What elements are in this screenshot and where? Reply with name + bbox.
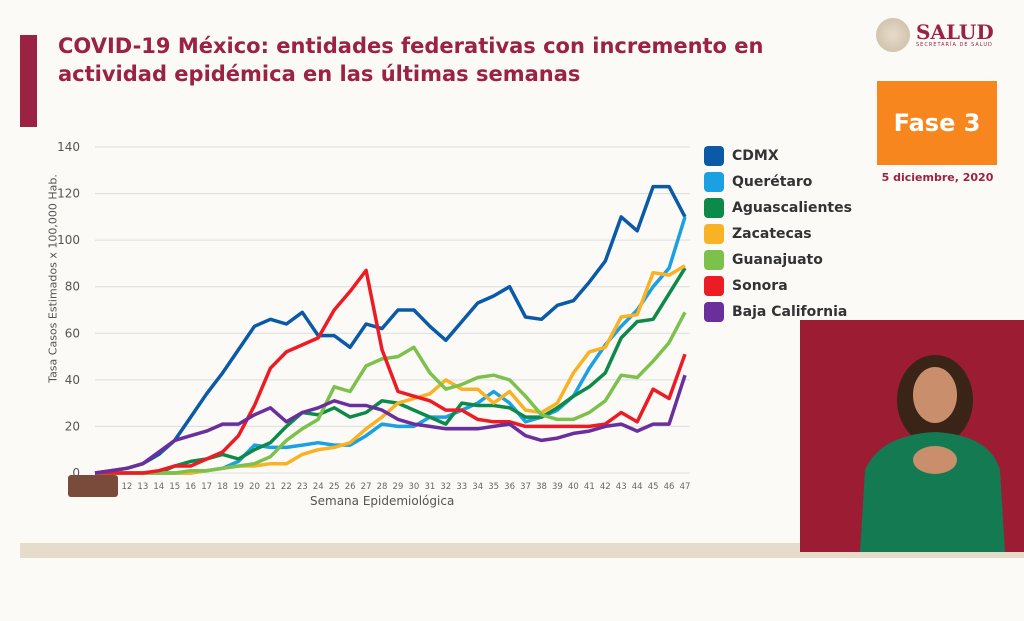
- legend-item: Querétaro: [704, 169, 852, 195]
- legend-swatch: [704, 224, 724, 244]
- y-tick-label: 60: [65, 326, 80, 340]
- x-tick-label: 39: [552, 482, 563, 492]
- legend-item: Zacatecas: [704, 221, 852, 247]
- x-tick-label: 13: [137, 482, 148, 492]
- x-tick-label: 24: [313, 482, 324, 492]
- x-tick-label: 22: [281, 482, 292, 492]
- y-axis-label: Tasa Casos Estimados x 100,000 Hab.: [46, 174, 60, 383]
- x-tick-label: 37: [520, 482, 531, 492]
- x-tick-label: 16: [185, 482, 196, 492]
- y-tick-label: 0: [72, 466, 80, 480]
- x-tick-label: 36: [504, 482, 515, 492]
- logo-text: SALUD: [916, 20, 994, 44]
- legend-label: Zacatecas: [732, 226, 812, 242]
- x-tick-label: 46: [664, 482, 675, 492]
- salud-logo: SALUD SECRETARÍA DE SALUD: [876, 18, 994, 52]
- legend-item: Baja California: [704, 299, 852, 325]
- y-tick-label: 120: [57, 187, 80, 201]
- sign-language-interpreter-video: [800, 320, 1024, 552]
- x-tick-label: 43: [616, 482, 627, 492]
- x-tick-label: 42: [600, 482, 611, 492]
- x-tick-label: 34: [472, 482, 483, 492]
- x-tick-label: 28: [377, 482, 388, 492]
- legend-swatch: [704, 172, 724, 192]
- x-tick-label: 31: [424, 482, 435, 492]
- legend-swatch: [704, 276, 724, 296]
- series-line-aguascalientes: [95, 267, 687, 475]
- legend-swatch: [704, 198, 724, 218]
- government-logo-icon: [68, 475, 118, 497]
- mexico-seal-icon: [876, 18, 910, 52]
- y-tick-label: 80: [65, 280, 80, 294]
- legend-item: Aguascalientes: [704, 195, 852, 221]
- y-tick-label: 20: [65, 419, 80, 433]
- logo-subtext: SECRETARÍA DE SALUD: [916, 42, 993, 48]
- x-tick-label: 19: [233, 482, 244, 492]
- x-tick-label: 35: [488, 482, 499, 492]
- y-tick-label: 100: [57, 233, 80, 247]
- series-line-guanajuato: [95, 311, 687, 475]
- report-date: 5 diciembre, 2020: [881, 171, 994, 184]
- legend-swatch: [704, 250, 724, 270]
- legend-item: Sonora: [704, 273, 852, 299]
- x-tick-label: 47: [680, 482, 691, 492]
- x-tick-label: 26: [345, 482, 356, 492]
- legend-label: Baja California: [732, 304, 848, 320]
- x-tick-label: 29: [393, 482, 404, 492]
- x-tick-label: 23: [297, 482, 308, 492]
- legend-label: Querétaro: [732, 174, 813, 190]
- x-tick-label: 40: [568, 482, 579, 492]
- series-line-sonora: [95, 268, 687, 475]
- series-line-cdmx: [94, 184, 687, 475]
- series-line-baja-california: [94, 374, 687, 475]
- legend-swatch: [704, 146, 724, 166]
- x-tick-label: 21: [265, 482, 276, 492]
- page-title: COVID-19 México: entidades federativas c…: [58, 34, 764, 86]
- x-tick-label: 18: [217, 482, 228, 492]
- legend-label: Guanajuato: [732, 252, 823, 268]
- x-tick-label: 33: [456, 482, 467, 492]
- x-tick-label: 41: [584, 482, 595, 492]
- legend-label: Aguascalientes: [732, 200, 852, 216]
- x-tick-label: 17: [201, 482, 212, 492]
- legend-swatch: [704, 302, 724, 322]
- legend-item: Guanajuato: [704, 247, 852, 273]
- x-axis-label: Semana Epidemiológica: [310, 494, 455, 508]
- chart-legend: CDMX Querétaro Aguascalientes Zacatecas Guan…: [704, 143, 852, 325]
- y-tick-label: 140: [57, 140, 80, 154]
- x-tick-label: 27: [361, 482, 372, 492]
- x-tick-label: 32: [440, 482, 451, 492]
- footer-band: [20, 543, 1024, 558]
- x-tick-label: 45: [648, 482, 659, 492]
- legend-label: CDMX: [732, 148, 779, 164]
- phase-badge: Fase 3: [877, 81, 997, 165]
- x-tick-label: 20: [249, 482, 260, 492]
- legend-label: Sonora: [732, 278, 788, 294]
- series-line-zacatecas: [95, 264, 686, 475]
- y-tick-label: 40: [65, 373, 80, 387]
- title-accent-bar: [20, 35, 37, 127]
- series-line-quer-taro: [95, 216, 687, 475]
- x-tick-label: 30: [409, 482, 420, 492]
- x-tick-label: 38: [536, 482, 547, 492]
- legend-item: CDMX: [704, 143, 852, 169]
- x-tick-label: 14: [153, 482, 164, 492]
- x-tick-label: 15: [169, 482, 180, 492]
- x-tick-label: 12: [121, 482, 132, 492]
- x-tick-label: 25: [329, 482, 340, 492]
- x-tick-label: 44: [632, 482, 643, 492]
